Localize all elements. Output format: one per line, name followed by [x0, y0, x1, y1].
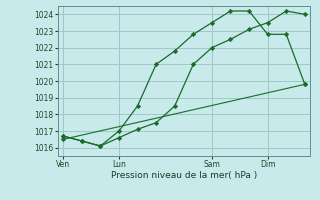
X-axis label: Pression niveau de la mer( hPa ): Pression niveau de la mer( hPa ) [111, 171, 257, 180]
